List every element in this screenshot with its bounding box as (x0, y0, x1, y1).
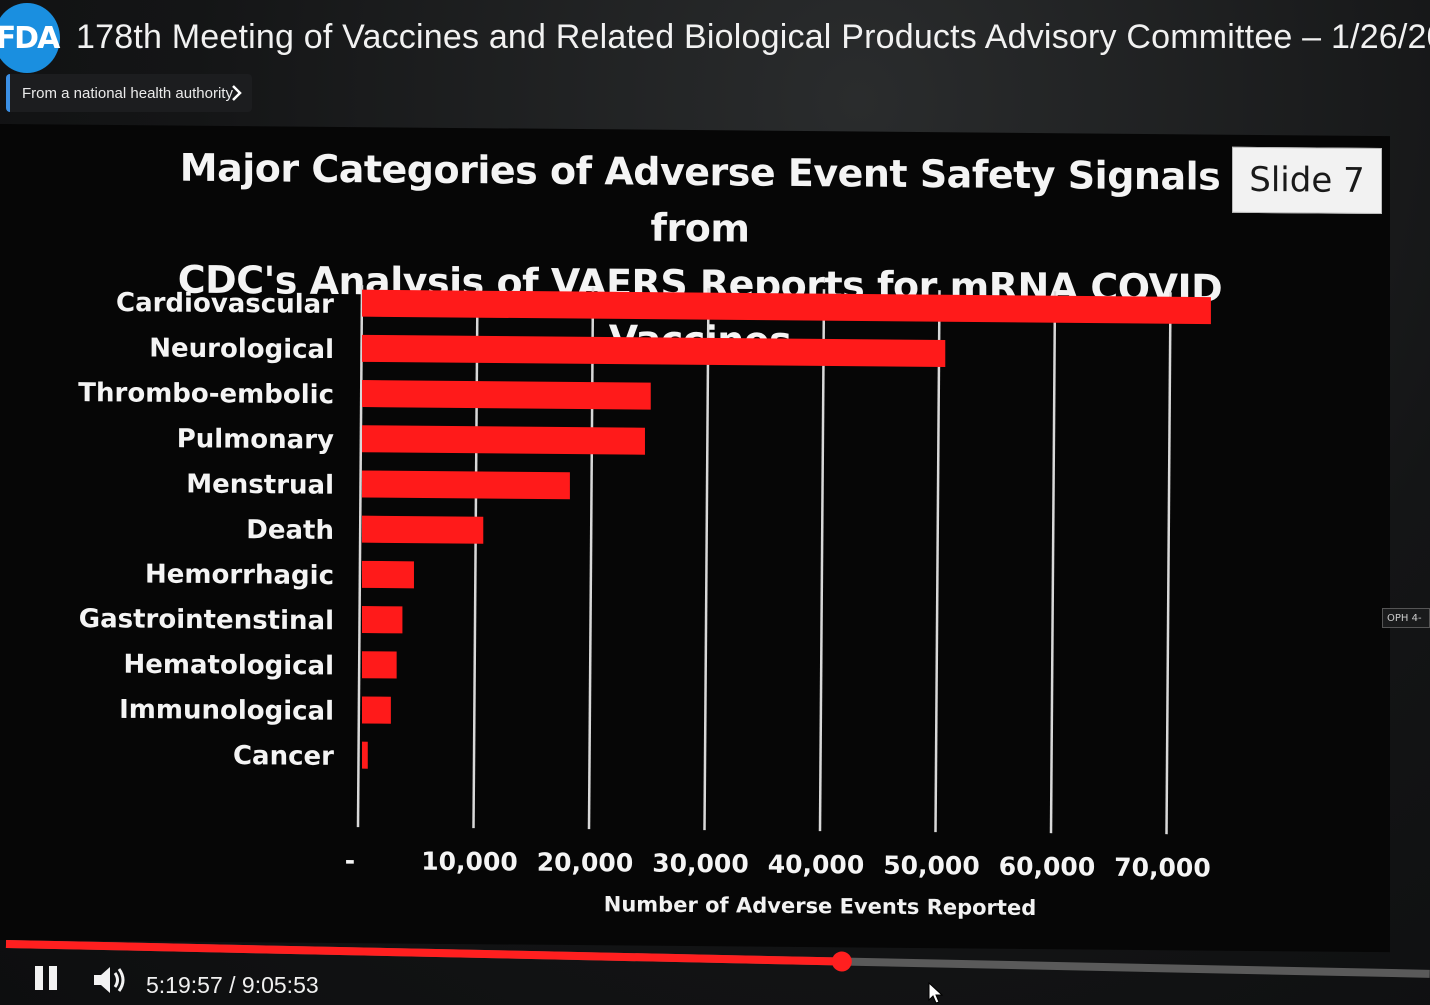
bar-thrombo-embolic (362, 380, 651, 410)
chart-tick-labels: - 10,000 20,000 30,000 40,000 50,000 60,000 70,… (345, 846, 1211, 883)
gridline (1049, 291, 1057, 834)
category-label: Gastrointenstinal (79, 604, 334, 636)
time-current: 5:19:57 (146, 972, 223, 998)
gridline (356, 285, 364, 828)
bar-neurological (362, 334, 946, 367)
source-info-label: From a national health authority (22, 84, 233, 102)
bar-cancer (362, 741, 368, 769)
x-tick-label: 60,000 (999, 852, 1095, 882)
category-label: Cardiovascular (116, 288, 334, 320)
gridline (703, 288, 710, 831)
category-label: Death (246, 515, 334, 546)
volume-icon[interactable] (92, 964, 128, 996)
gridline (472, 286, 479, 829)
video-title[interactable]: 178th Meeting of Vaccines and Related Bi… (76, 18, 1430, 56)
progress-scrubber-handle[interactable] (831, 951, 853, 972)
x-tick-label: - (345, 846, 355, 875)
bar-gastrointenstinal (362, 606, 403, 634)
pause-icon[interactable] (32, 964, 60, 992)
bar-pulmonary (362, 425, 645, 455)
bar-death (362, 515, 484, 544)
chart-bars (362, 289, 1211, 769)
chart-gridlines (356, 285, 1172, 835)
bar-hemorrhagic (362, 560, 414, 589)
bar-hematological (362, 651, 397, 679)
category-label: Neurological (149, 334, 334, 366)
channel-logo[interactable]: FDA (0, 3, 60, 73)
x-tick-label: 20,000 (537, 848, 633, 878)
time-separator: / (222, 972, 242, 998)
bar-menstrual (362, 470, 570, 500)
gridline (818, 289, 826, 832)
x-tick-label: 70,000 (1114, 853, 1210, 883)
category-label: Menstrual (186, 469, 334, 500)
category-label: Cancer (233, 741, 334, 772)
category-label: Hemorrhagic (145, 559, 334, 591)
x-tick-label: 40,000 (768, 850, 864, 880)
x-tick-label: 50,000 (883, 851, 979, 881)
adverse-events-bar-chart: Cardiovascular Neurological Thrombo-emboli… (78, 285, 1211, 920)
category-label: Thrombo-embolic (78, 378, 334, 410)
slide-title-line-1: Major Categories of Adverse Event Safety… (179, 145, 1221, 251)
progress-played (5, 940, 842, 966)
category-label: Pulmonary (177, 424, 334, 455)
gridline (1165, 292, 1172, 835)
category-label: Hematological (124, 650, 334, 682)
source-info-chip[interactable]: From a national health authority (6, 74, 252, 112)
bar-immunological (362, 696, 391, 724)
time-display: 5:19:57 / 9:05:53 (146, 972, 319, 999)
gridline (587, 287, 595, 830)
chart-category-labels: Cardiovascular Neurological Thrombo-emboli… (78, 288, 334, 772)
x-tick-label: 30,000 (652, 849, 748, 879)
slide-number-badge: Slide 7 (1232, 146, 1382, 215)
mouse-cursor-icon (928, 982, 944, 1004)
category-label: Immunological (119, 695, 334, 727)
x-axis-label: Number of Adverse Events Reported (604, 892, 1036, 920)
player-controls: 5:19:57 / 9:05:53 (0, 930, 1430, 1005)
gridline (934, 290, 941, 833)
side-tag: OPH 4- (1382, 608, 1430, 628)
presentation-slide: Major Categories of Adverse Event Safety… (0, 124, 1390, 953)
chevron-right-icon (232, 85, 242, 101)
bar-cardiovascular (362, 289, 1211, 325)
x-tick-label: 10,000 (421, 847, 517, 877)
time-total: 9:05:53 (241, 972, 319, 998)
channel-logo-text: FDA (0, 20, 60, 56)
